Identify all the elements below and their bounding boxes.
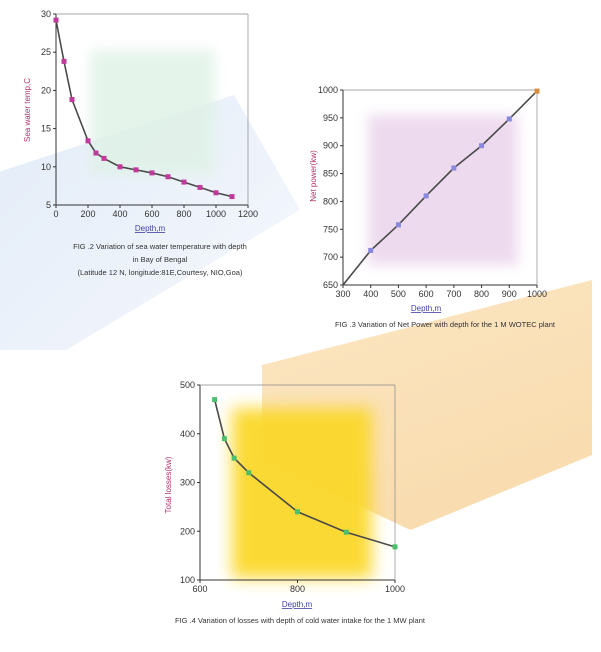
fig2-data-point — [229, 194, 235, 200]
fig3-data-point — [368, 247, 374, 253]
fig2-data-point — [69, 97, 75, 103]
fig3-y-tick-label: 700 — [323, 252, 338, 262]
fig4-y-tick-label: 400 — [180, 429, 195, 439]
fig2-series-line — [55, 19, 233, 198]
fig3-data-point — [506, 116, 512, 122]
fig3-data-point — [423, 193, 429, 199]
fig3-shaded-area — [368, 115, 518, 265]
fig4-data-point — [343, 529, 349, 535]
fig4-x-axis-title: Depth,m — [282, 600, 313, 609]
fig2-data-point — [101, 155, 107, 161]
fig3-series-line — [342, 90, 538, 286]
fig2-y-tick-label: 30 — [41, 9, 51, 19]
fig2-data-point — [181, 179, 187, 185]
fig3-y-axis-title: Net power(kw) — [309, 150, 318, 202]
fig2-x-tick-label: 600 — [144, 209, 159, 219]
fig3-y-tick-label: 1000 — [318, 85, 338, 95]
fig3-data-point — [534, 88, 540, 94]
fig3-x-tick-label: 600 — [419, 289, 434, 299]
fig3-data-point — [451, 165, 457, 171]
fig3-x-tick-label: 900 — [502, 289, 517, 299]
caption-fig2-line1: FIG .2 Variation of sea water temperatur… — [73, 242, 247, 251]
caption-fig4: FIG .4 Variation of losses with depth of… — [175, 616, 425, 625]
fig3-x-tick-label: 500 — [391, 289, 406, 299]
fig4-data-point — [246, 470, 252, 476]
fig4-data-point — [295, 509, 300, 515]
fig4-data-point — [221, 436, 227, 442]
fig2-data-point — [197, 184, 203, 190]
fig2-y-tick-label: 5 — [46, 200, 51, 210]
fig2-x-tick-label: 1200 — [238, 209, 258, 219]
fig3-x-tick-label: 1000 — [527, 289, 547, 299]
fig4-x-tick-label: 600 — [192, 584, 207, 594]
fig2-y-tick-label: 20 — [41, 85, 51, 95]
caption-fig2-line3: (Latitude 12 N, longitude:81E,Courtesy, … — [77, 268, 243, 277]
fig3-y-tick-label: 800 — [323, 196, 338, 206]
fig3-x-tick-label: 300 — [335, 289, 350, 299]
fig4-x-tick-label: 800 — [290, 584, 305, 594]
fig2-x-tick-label: 800 — [176, 209, 191, 219]
fig4-y-tick-label: 500 — [180, 380, 195, 390]
fig2-data-point — [213, 190, 219, 196]
fig3-y-tick-label: 850 — [323, 169, 338, 179]
fig2-data-point — [133, 167, 139, 173]
fig2-x-axis-title: Depth,m — [135, 224, 166, 233]
fig2-y-axis-title: Sea water temp,C — [23, 78, 32, 142]
fig4-y-tick-label: 300 — [180, 478, 195, 488]
fig3-y-tick-label: 900 — [323, 141, 338, 151]
fig2-shaded-area — [90, 50, 215, 175]
fig2-x-tick-label: 0 — [53, 209, 58, 219]
caption-fig2: FIG .2 Variation of sea water temperatur… — [40, 240, 280, 279]
fig2-x-tick-label: 200 — [80, 209, 95, 219]
fig3-x-tick-label: 400 — [363, 289, 378, 299]
fig4-data-point — [392, 544, 398, 550]
fig3-y-tick-label: 650 — [323, 280, 338, 290]
fig2-data-point — [53, 17, 59, 23]
caption-fig2-line2: in Bay of Bengal — [132, 255, 188, 264]
fig4-data-point — [212, 397, 218, 403]
fig3-y-tick-label: 750 — [323, 224, 338, 234]
fig3-y-tick-label: 950 — [323, 113, 338, 123]
fig4-y-tick-label: 100 — [180, 575, 195, 585]
fig2-data-point — [149, 170, 155, 176]
fig3-x-tick-label: 700 — [446, 289, 461, 299]
fig2-x-tick-label: 1000 — [206, 209, 226, 219]
fig3-x-axis-title: Depth,m — [411, 304, 442, 313]
fig3-data-point — [395, 222, 401, 228]
fig2-data-point — [93, 150, 99, 156]
fig4-x-tick-label: 1000 — [385, 584, 405, 594]
fig4-data-point — [231, 455, 237, 461]
fig3-data-point — [479, 143, 485, 149]
fig2-x-tick-label: 400 — [112, 209, 127, 219]
fig2-data-point — [117, 164, 123, 170]
fig2-y-tick-label: 25 — [41, 47, 51, 57]
fig2-data-point — [165, 174, 171, 180]
fig2-data-point — [85, 138, 91, 144]
fig2-y-tick-label: 10 — [41, 162, 51, 172]
fig3-x-tick-label: 800 — [474, 289, 489, 299]
fig4-shaded-area — [232, 408, 372, 578]
fig4-y-axis-title: Total losses(kw) — [164, 456, 173, 513]
fig2-y-tick-label: 15 — [41, 124, 51, 134]
fig4-y-tick-label: 200 — [180, 526, 195, 536]
fig2-data-point — [61, 58, 67, 64]
caption-fig3: FIG .3 Variation of Net Power with depth… — [335, 320, 555, 329]
